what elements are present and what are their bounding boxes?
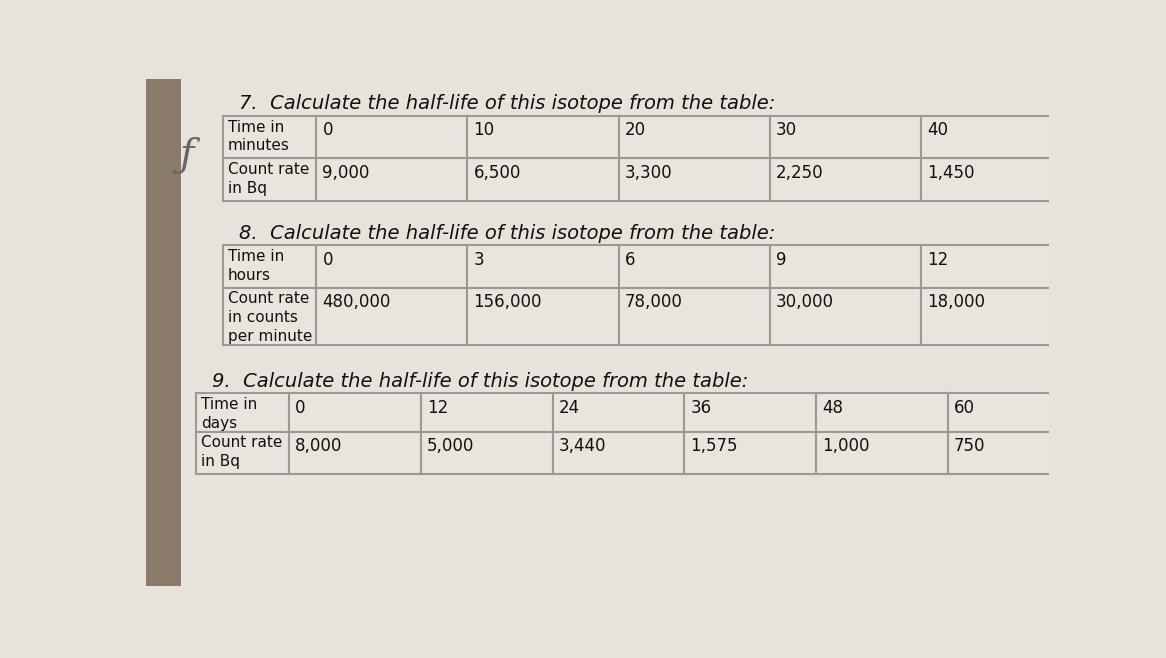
Bar xyxy=(618,116,770,159)
Text: 1,575: 1,575 xyxy=(690,437,738,455)
Bar xyxy=(770,159,921,201)
Text: 3: 3 xyxy=(473,251,484,268)
Text: 3,300: 3,300 xyxy=(625,164,673,182)
Text: 0: 0 xyxy=(323,121,333,139)
Bar xyxy=(316,159,468,201)
Bar xyxy=(921,116,1072,159)
Bar xyxy=(770,288,921,345)
Text: Count rate
in counts
per minute: Count rate in counts per minute xyxy=(227,291,312,343)
Text: 156,000: 156,000 xyxy=(473,293,542,311)
Bar xyxy=(921,288,1072,345)
Text: 480,000: 480,000 xyxy=(323,293,391,311)
Bar xyxy=(618,288,770,345)
Text: 10: 10 xyxy=(473,121,494,139)
Bar xyxy=(553,432,684,474)
Text: Time in
hours: Time in hours xyxy=(227,249,285,283)
Text: Time in
days: Time in days xyxy=(201,397,257,430)
Text: 78,000: 78,000 xyxy=(625,293,682,311)
Text: 24: 24 xyxy=(559,399,580,417)
Bar xyxy=(196,432,289,474)
Bar xyxy=(468,159,618,201)
Bar xyxy=(816,432,948,474)
Text: 20: 20 xyxy=(625,121,646,139)
Text: 6,500: 6,500 xyxy=(473,164,521,182)
Text: 9: 9 xyxy=(775,251,786,268)
Bar xyxy=(468,288,618,345)
Text: 60: 60 xyxy=(954,399,975,417)
Bar xyxy=(196,393,289,432)
Text: Count rate
in Bq: Count rate in Bq xyxy=(201,436,282,469)
Bar xyxy=(921,245,1072,288)
Bar xyxy=(289,432,421,474)
Bar xyxy=(316,245,468,288)
Text: 0: 0 xyxy=(323,251,333,268)
Bar xyxy=(421,432,553,474)
Text: Count rate
in Bq: Count rate in Bq xyxy=(227,162,309,195)
Bar xyxy=(223,245,316,288)
Bar xyxy=(684,393,816,432)
Bar xyxy=(316,288,468,345)
Bar xyxy=(223,116,316,159)
Text: 5,000: 5,000 xyxy=(427,437,475,455)
Bar xyxy=(948,393,1080,432)
Bar xyxy=(468,245,618,288)
Text: 48: 48 xyxy=(822,399,843,417)
Bar xyxy=(770,116,921,159)
Text: 30: 30 xyxy=(775,121,796,139)
Text: 9.  Calculate the half-life of this isotope from the table:: 9. Calculate the half-life of this isoto… xyxy=(211,372,749,391)
Bar xyxy=(618,245,770,288)
Text: 750: 750 xyxy=(954,437,985,455)
Bar xyxy=(618,159,770,201)
Text: 40: 40 xyxy=(927,121,948,139)
Text: 12: 12 xyxy=(927,251,948,268)
Text: ƒ: ƒ xyxy=(178,136,194,173)
Bar xyxy=(948,432,1080,474)
Bar xyxy=(468,116,618,159)
Text: 8,000: 8,000 xyxy=(295,437,343,455)
Bar xyxy=(770,245,921,288)
Text: 18,000: 18,000 xyxy=(927,293,985,311)
Text: 6: 6 xyxy=(625,251,635,268)
Bar xyxy=(421,393,553,432)
Text: 30,000: 30,000 xyxy=(775,293,834,311)
Bar xyxy=(553,393,684,432)
Text: 2,250: 2,250 xyxy=(775,164,823,182)
Bar xyxy=(146,79,181,586)
Text: 8.  Calculate the half-life of this isotope from the table:: 8. Calculate the half-life of this isoto… xyxy=(239,224,775,243)
Bar xyxy=(921,159,1072,201)
Text: 7.  Calculate the half-life of this isotope from the table:: 7. Calculate the half-life of this isoto… xyxy=(239,94,775,113)
Text: 12: 12 xyxy=(427,399,448,417)
Text: 9,000: 9,000 xyxy=(323,164,370,182)
Text: Time in
minutes: Time in minutes xyxy=(227,120,290,153)
Text: 3,440: 3,440 xyxy=(559,437,606,455)
Bar xyxy=(223,288,316,345)
Text: 1,450: 1,450 xyxy=(927,164,975,182)
Bar xyxy=(816,393,948,432)
Text: 0: 0 xyxy=(295,399,305,417)
Bar xyxy=(684,432,816,474)
Text: 1,000: 1,000 xyxy=(822,437,870,455)
Bar xyxy=(316,116,468,159)
Bar xyxy=(223,159,316,201)
Text: 36: 36 xyxy=(690,399,711,417)
Bar xyxy=(289,393,421,432)
